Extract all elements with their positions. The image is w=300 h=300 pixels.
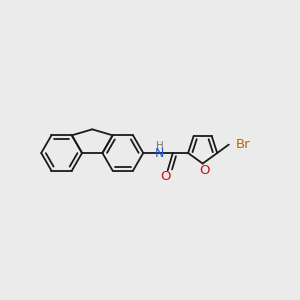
Text: H: H <box>156 140 164 151</box>
Text: N: N <box>155 146 164 160</box>
Text: O: O <box>160 170 171 183</box>
Text: O: O <box>199 164 209 177</box>
Text: Br: Br <box>236 138 250 151</box>
